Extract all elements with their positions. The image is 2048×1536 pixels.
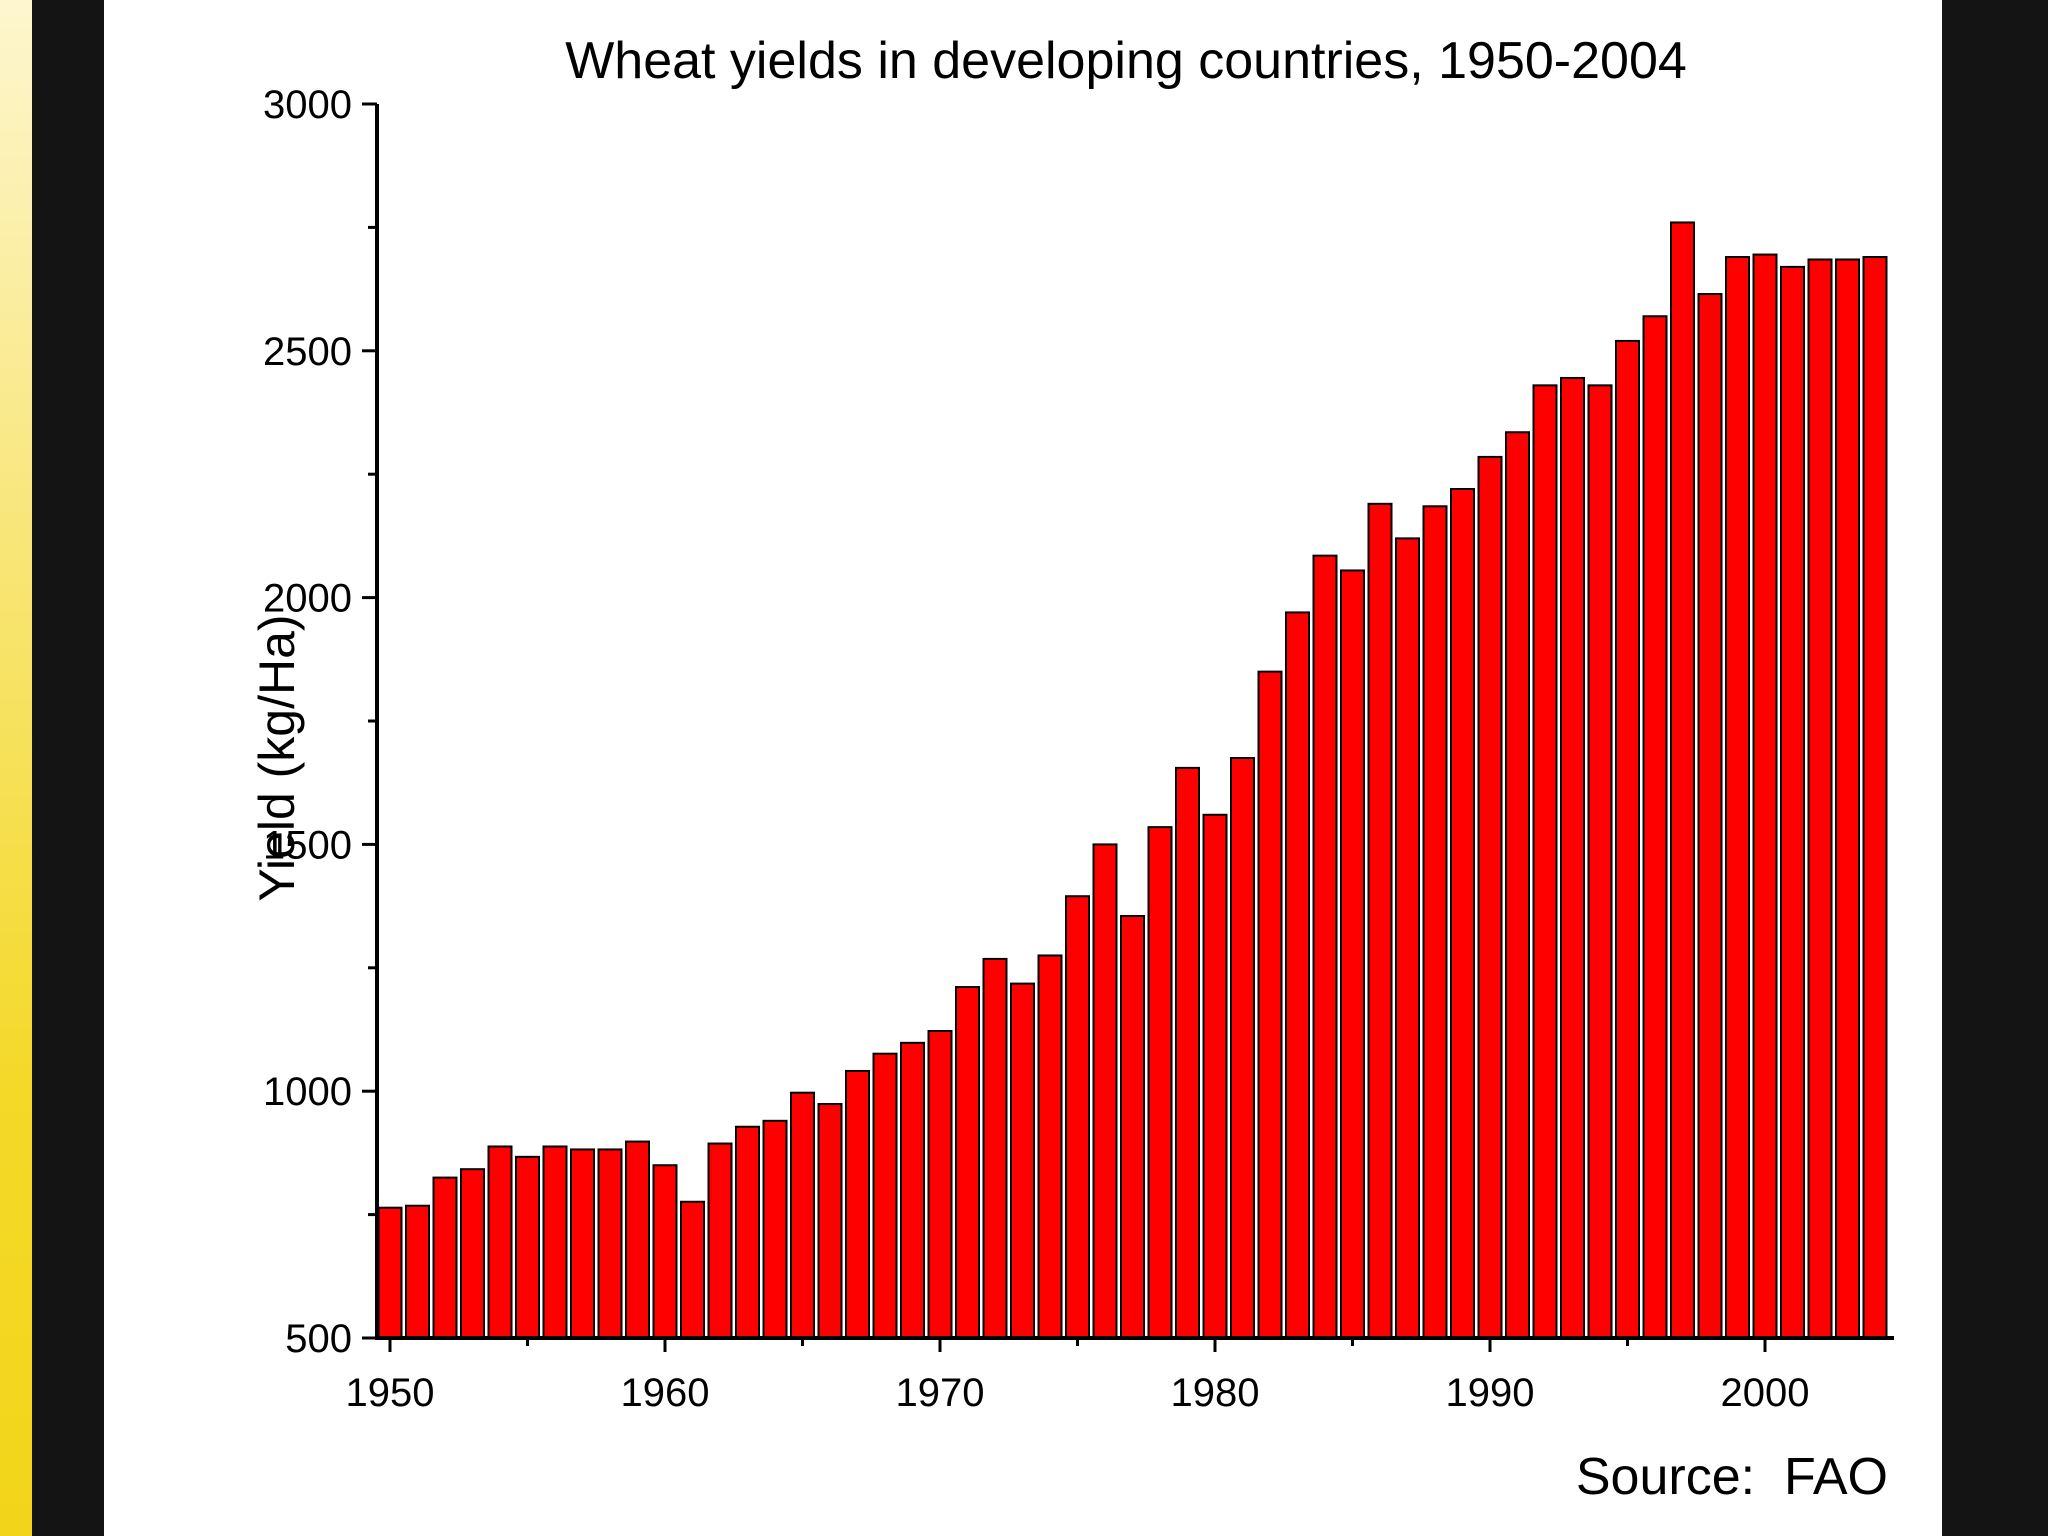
- bar-1997: [1670, 221, 1695, 1340]
- bar-1986: [1367, 502, 1393, 1339]
- x-tick-label-1950: 1950: [346, 1371, 435, 1415]
- x-tick-label-1990: 1990: [1446, 1371, 1535, 1415]
- bar-1957: [570, 1148, 595, 1339]
- bar-1958: [597, 1148, 623, 1339]
- bar-1985: [1340, 569, 1365, 1339]
- x-tick-label-2000: 2000: [1721, 1371, 1810, 1415]
- bar-1956: [542, 1145, 568, 1339]
- bar-1999: [1725, 256, 1750, 1339]
- y-tick-label-3000: 3000: [263, 83, 352, 127]
- bar-1979: [1175, 766, 1200, 1339]
- bar-2000: [1752, 253, 1778, 1339]
- bar-1989: [1450, 488, 1475, 1339]
- y-tick-label-2500: 2500: [263, 330, 352, 374]
- bar-1992: [1532, 384, 1558, 1340]
- bar-1973: [1010, 982, 1035, 1339]
- chart-slide: Wheat yields in developing countries, 19…: [104, 0, 1942, 1536]
- bar-chart: Wheat yields in developing countries, 19…: [249, 32, 1894, 1506]
- y-axis-label: Yield (kg/Ha): [249, 614, 305, 901]
- bar-2002: [1807, 258, 1833, 1340]
- x-tick-label-1960: 1960: [621, 1371, 710, 1415]
- chart-title: Wheat yields in developing countries, 19…: [565, 32, 1687, 90]
- bar-1975: [1065, 895, 1090, 1339]
- bar-1952: [432, 1176, 458, 1339]
- bar-1974: [1037, 954, 1063, 1340]
- yellow-border-stripe: [0, 0, 32, 1536]
- left-dark-border: [32, 0, 104, 1536]
- bar-1950: [377, 1206, 403, 1339]
- bar-1963: [735, 1125, 760, 1339]
- right-dark-border: [1942, 0, 2048, 1536]
- bar-1959: [625, 1140, 650, 1340]
- bar-2001: [1780, 265, 1805, 1339]
- bar-2004: [1862, 256, 1888, 1339]
- bar-1998: [1697, 293, 1723, 1339]
- bar-1961: [680, 1200, 705, 1340]
- bar-1971: [955, 986, 980, 1339]
- bar-1978: [1147, 826, 1173, 1339]
- x-tick-label-1980: 1980: [1171, 1371, 1260, 1415]
- bar-1993: [1560, 376, 1585, 1339]
- bar-1991: [1505, 431, 1530, 1339]
- bar-1976: [1092, 843, 1118, 1340]
- bar-1981: [1230, 757, 1255, 1339]
- bar-1996: [1642, 315, 1668, 1339]
- bar-1965: [790, 1091, 815, 1340]
- bar-1990: [1477, 455, 1503, 1340]
- y-tick-label-1000: 1000: [263, 1070, 352, 1114]
- bar-1967: [845, 1069, 870, 1339]
- bar-2003: [1835, 258, 1860, 1340]
- bar-1962: [707, 1142, 733, 1340]
- bar-1953: [460, 1168, 485, 1339]
- bar-1960: [652, 1164, 678, 1339]
- bar-1964: [762, 1119, 788, 1339]
- bar-1994: [1587, 384, 1613, 1340]
- bar-1977: [1120, 914, 1145, 1339]
- y-tick-label-1500: 1500: [263, 823, 352, 867]
- bar-1982: [1257, 670, 1283, 1339]
- bar-1970: [927, 1029, 953, 1339]
- source-note: Source: FAO: [1576, 1448, 1888, 1506]
- y-tick-label-500: 500: [285, 1317, 352, 1361]
- bar-1968: [872, 1052, 898, 1339]
- bar-1984: [1312, 554, 1338, 1339]
- bar-1951: [405, 1204, 430, 1339]
- bar-1969: [900, 1041, 925, 1339]
- bar-1966: [817, 1103, 843, 1340]
- bars-group: [377, 221, 1888, 1340]
- bar-1987: [1395, 537, 1420, 1339]
- bar-1955: [515, 1155, 540, 1339]
- x-tick-label-1970: 1970: [896, 1371, 985, 1415]
- bar-1995: [1615, 339, 1640, 1339]
- axes-group: 500 1000 1500 2000 2500 3000 1950 1960 1970 1980 1…: [263, 83, 1894, 1415]
- bar-1980: [1202, 813, 1228, 1339]
- bar-1983: [1285, 611, 1310, 1339]
- bar-1954: [487, 1145, 513, 1339]
- y-tick-label-2000: 2000: [263, 577, 352, 621]
- bar-1988: [1422, 505, 1448, 1339]
- bar-1972: [982, 957, 1008, 1339]
